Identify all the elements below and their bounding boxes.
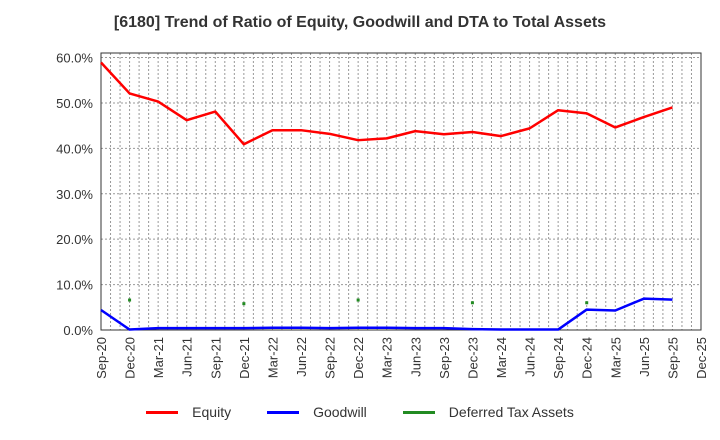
data-point	[128, 298, 132, 302]
legend-label-equity: Equity	[192, 404, 232, 420]
vertical-gridlines	[110, 53, 692, 330]
y-tick-label: 60.0%	[56, 51, 93, 66]
legend-item-dta: Deferred Tax Assets	[402, 404, 574, 420]
data-point	[356, 298, 360, 302]
horizontal-gridlines	[101, 57, 701, 286]
legend-label-dta: Deferred Tax Assets	[448, 404, 574, 420]
x-tick-label: Dec-21	[237, 337, 252, 379]
y-tick-label: 10.0%	[56, 278, 93, 293]
x-tick-label: Dec-25	[694, 337, 709, 379]
x-tick-label: Mar-25	[608, 337, 623, 378]
x-tick-label: Jun-25	[637, 337, 652, 377]
x-tick-label: Dec-23	[465, 337, 480, 379]
y-tick-label: 20.0%	[56, 232, 93, 247]
x-tick-label: Sep-24	[551, 337, 566, 379]
legend: Equity Goodwill Deferred Tax Assets	[0, 404, 720, 420]
legend-swatch-equity	[146, 410, 179, 414]
x-tick-label: Mar-24	[494, 337, 509, 378]
x-tick-label: Jun-22	[294, 337, 309, 377]
x-axis-tick-labels: Sep-20 Dec-20 Mar-21 Jun-21 Sep-21 Dec-21 Mar-…	[94, 337, 709, 379]
x-tick-label: Sep-20	[94, 337, 109, 379]
legend-item-goodwill: Goodwill	[267, 404, 367, 420]
legend-swatch-dta	[402, 410, 435, 414]
x-tick-label: Dec-22	[351, 337, 366, 379]
x-tick-label: Dec-24	[580, 337, 595, 379]
x-tick-label: Sep-21	[208, 337, 223, 379]
series-goodwill	[100, 297, 673, 331]
series-layer	[100, 61, 673, 331]
data-point	[585, 301, 589, 305]
y-tick-label: 30.0%	[56, 187, 93, 202]
x-tick-label: Dec-20	[123, 337, 138, 379]
x-tick-label: Jun-24	[523, 337, 538, 377]
series-equity	[100, 61, 673, 146]
x-tick-label: Sep-25	[665, 337, 680, 379]
legend-swatch-goodwill	[267, 410, 300, 414]
x-tick-label: Jun-23	[408, 337, 423, 377]
x-tick-label: Sep-23	[437, 337, 452, 379]
legend-item-equity: Equity	[146, 404, 231, 420]
x-tick-label: Mar-22	[265, 337, 280, 378]
series-deferred-tax-assets	[128, 298, 589, 306]
plot-frame	[100, 52, 702, 331]
legend-label-goodwill: Goodwill	[313, 404, 367, 420]
y-tick-label: 40.0%	[56, 141, 93, 156]
x-tick-label: Mar-23	[380, 337, 395, 378]
x-tick-label: Sep-22	[323, 337, 338, 379]
y-axis-tick-labels: 0.0% 10.0% 20.0% 30.0% 40.0% 50.0% 60.0%	[56, 51, 93, 338]
data-point	[470, 301, 474, 305]
data-point	[242, 302, 246, 306]
x-tick-label: Mar-21	[151, 337, 166, 378]
x-tick-label: Jun-21	[180, 337, 195, 377]
chart-title: [6180] Trend of Ratio of Equity, Goodwil…	[113, 14, 607, 31]
y-tick-label: 0.0%	[63, 323, 93, 338]
y-tick-label: 50.0%	[56, 96, 93, 111]
